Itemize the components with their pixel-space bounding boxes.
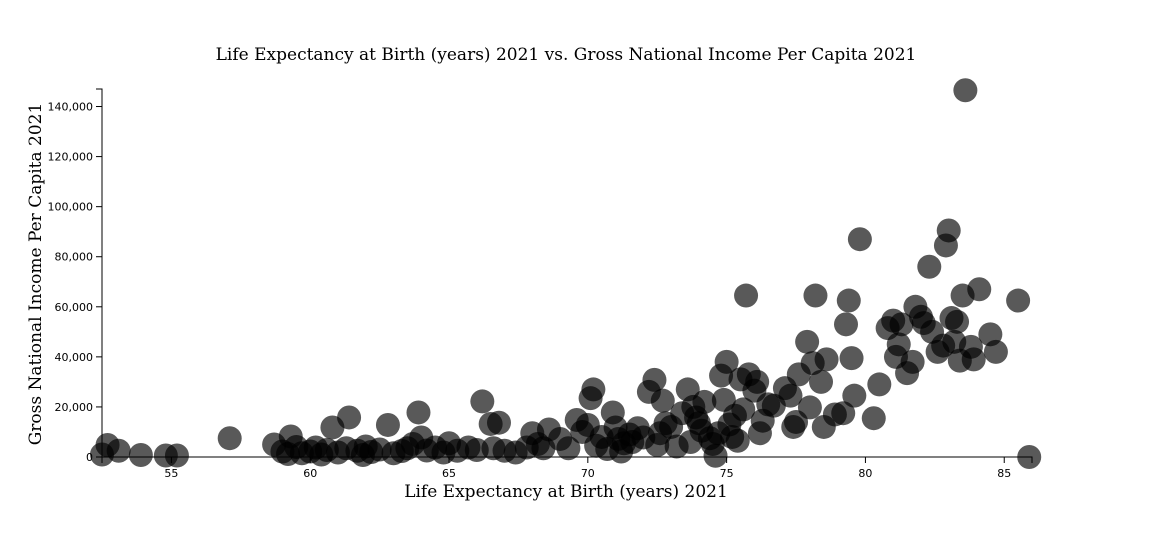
x-tick-label: 75 xyxy=(720,467,734,480)
y-axis-title: Gross National Income Per Capita 2021 xyxy=(26,103,46,446)
data-point xyxy=(778,383,803,408)
x-tick-label: 85 xyxy=(997,467,1011,480)
data-point xyxy=(814,347,839,372)
data-point xyxy=(803,283,828,308)
data-point xyxy=(847,227,872,252)
data-point xyxy=(795,329,820,354)
data-point xyxy=(745,369,770,394)
data-point xyxy=(406,400,431,425)
data-point xyxy=(692,389,717,414)
x-tick-label: 80 xyxy=(858,467,872,480)
data-point xyxy=(703,443,728,468)
data-point xyxy=(486,410,511,435)
data-point xyxy=(581,377,606,402)
y-axis-line xyxy=(96,88,103,458)
data-point xyxy=(836,288,861,313)
y-tick-label: 140,000 xyxy=(48,101,94,114)
data-point xyxy=(967,277,992,302)
data-point xyxy=(953,78,978,103)
data-point xyxy=(375,412,400,437)
y-tick-label: 40,000 xyxy=(55,351,94,364)
data-point xyxy=(164,443,189,468)
chart-title: Life Expectancy at Birth (years) 2021 vs… xyxy=(216,45,917,65)
data-point xyxy=(556,436,581,461)
x-tick-label: 65 xyxy=(442,467,456,480)
x-axis-title: Life Expectancy at Birth (years) 2021 xyxy=(404,482,728,502)
data-point xyxy=(642,367,667,392)
x-tick-label: 60 xyxy=(303,467,317,480)
y-axis: 0 20,000 40,000 60,000 80,000 100,000 120,000 1… xyxy=(48,88,103,464)
data-point xyxy=(842,383,867,408)
data-point xyxy=(731,397,756,422)
data-point xyxy=(650,388,675,413)
data-point xyxy=(861,406,886,431)
y-tick-label: 0 xyxy=(86,451,93,464)
y-tick-label: 120,000 xyxy=(48,151,94,164)
y-tick-label: 60,000 xyxy=(55,301,94,314)
y-tick-label: 20,000 xyxy=(55,401,94,414)
data-point xyxy=(337,405,362,430)
data-point xyxy=(470,389,495,414)
data-point xyxy=(831,401,856,426)
data-point xyxy=(961,347,986,372)
data-point xyxy=(734,283,759,308)
data-point xyxy=(889,312,914,337)
data-point xyxy=(917,254,942,279)
data-point xyxy=(839,346,864,371)
data-point xyxy=(886,332,911,357)
data-point xyxy=(983,339,1008,364)
data-point xyxy=(725,428,750,453)
x-tick-label: 55 xyxy=(164,467,178,480)
data-point xyxy=(834,312,858,337)
data-point xyxy=(106,438,131,463)
data-point xyxy=(1006,288,1031,313)
data-point xyxy=(936,218,961,243)
data-point xyxy=(809,369,834,394)
data-point xyxy=(128,442,153,467)
data-point xyxy=(1017,445,1042,469)
x-tick-label: 70 xyxy=(581,467,595,480)
data-point xyxy=(217,426,242,451)
data-points xyxy=(90,78,1042,469)
data-point xyxy=(714,349,739,374)
y-tick-label: 80,000 xyxy=(55,251,94,264)
data-point xyxy=(867,372,892,397)
data-point xyxy=(797,395,822,420)
y-tick-label: 100,000 xyxy=(48,201,94,214)
data-point xyxy=(900,349,925,374)
data-point xyxy=(945,309,970,334)
x-axis: 55 60 65 70 75 80 85 xyxy=(101,456,1033,480)
